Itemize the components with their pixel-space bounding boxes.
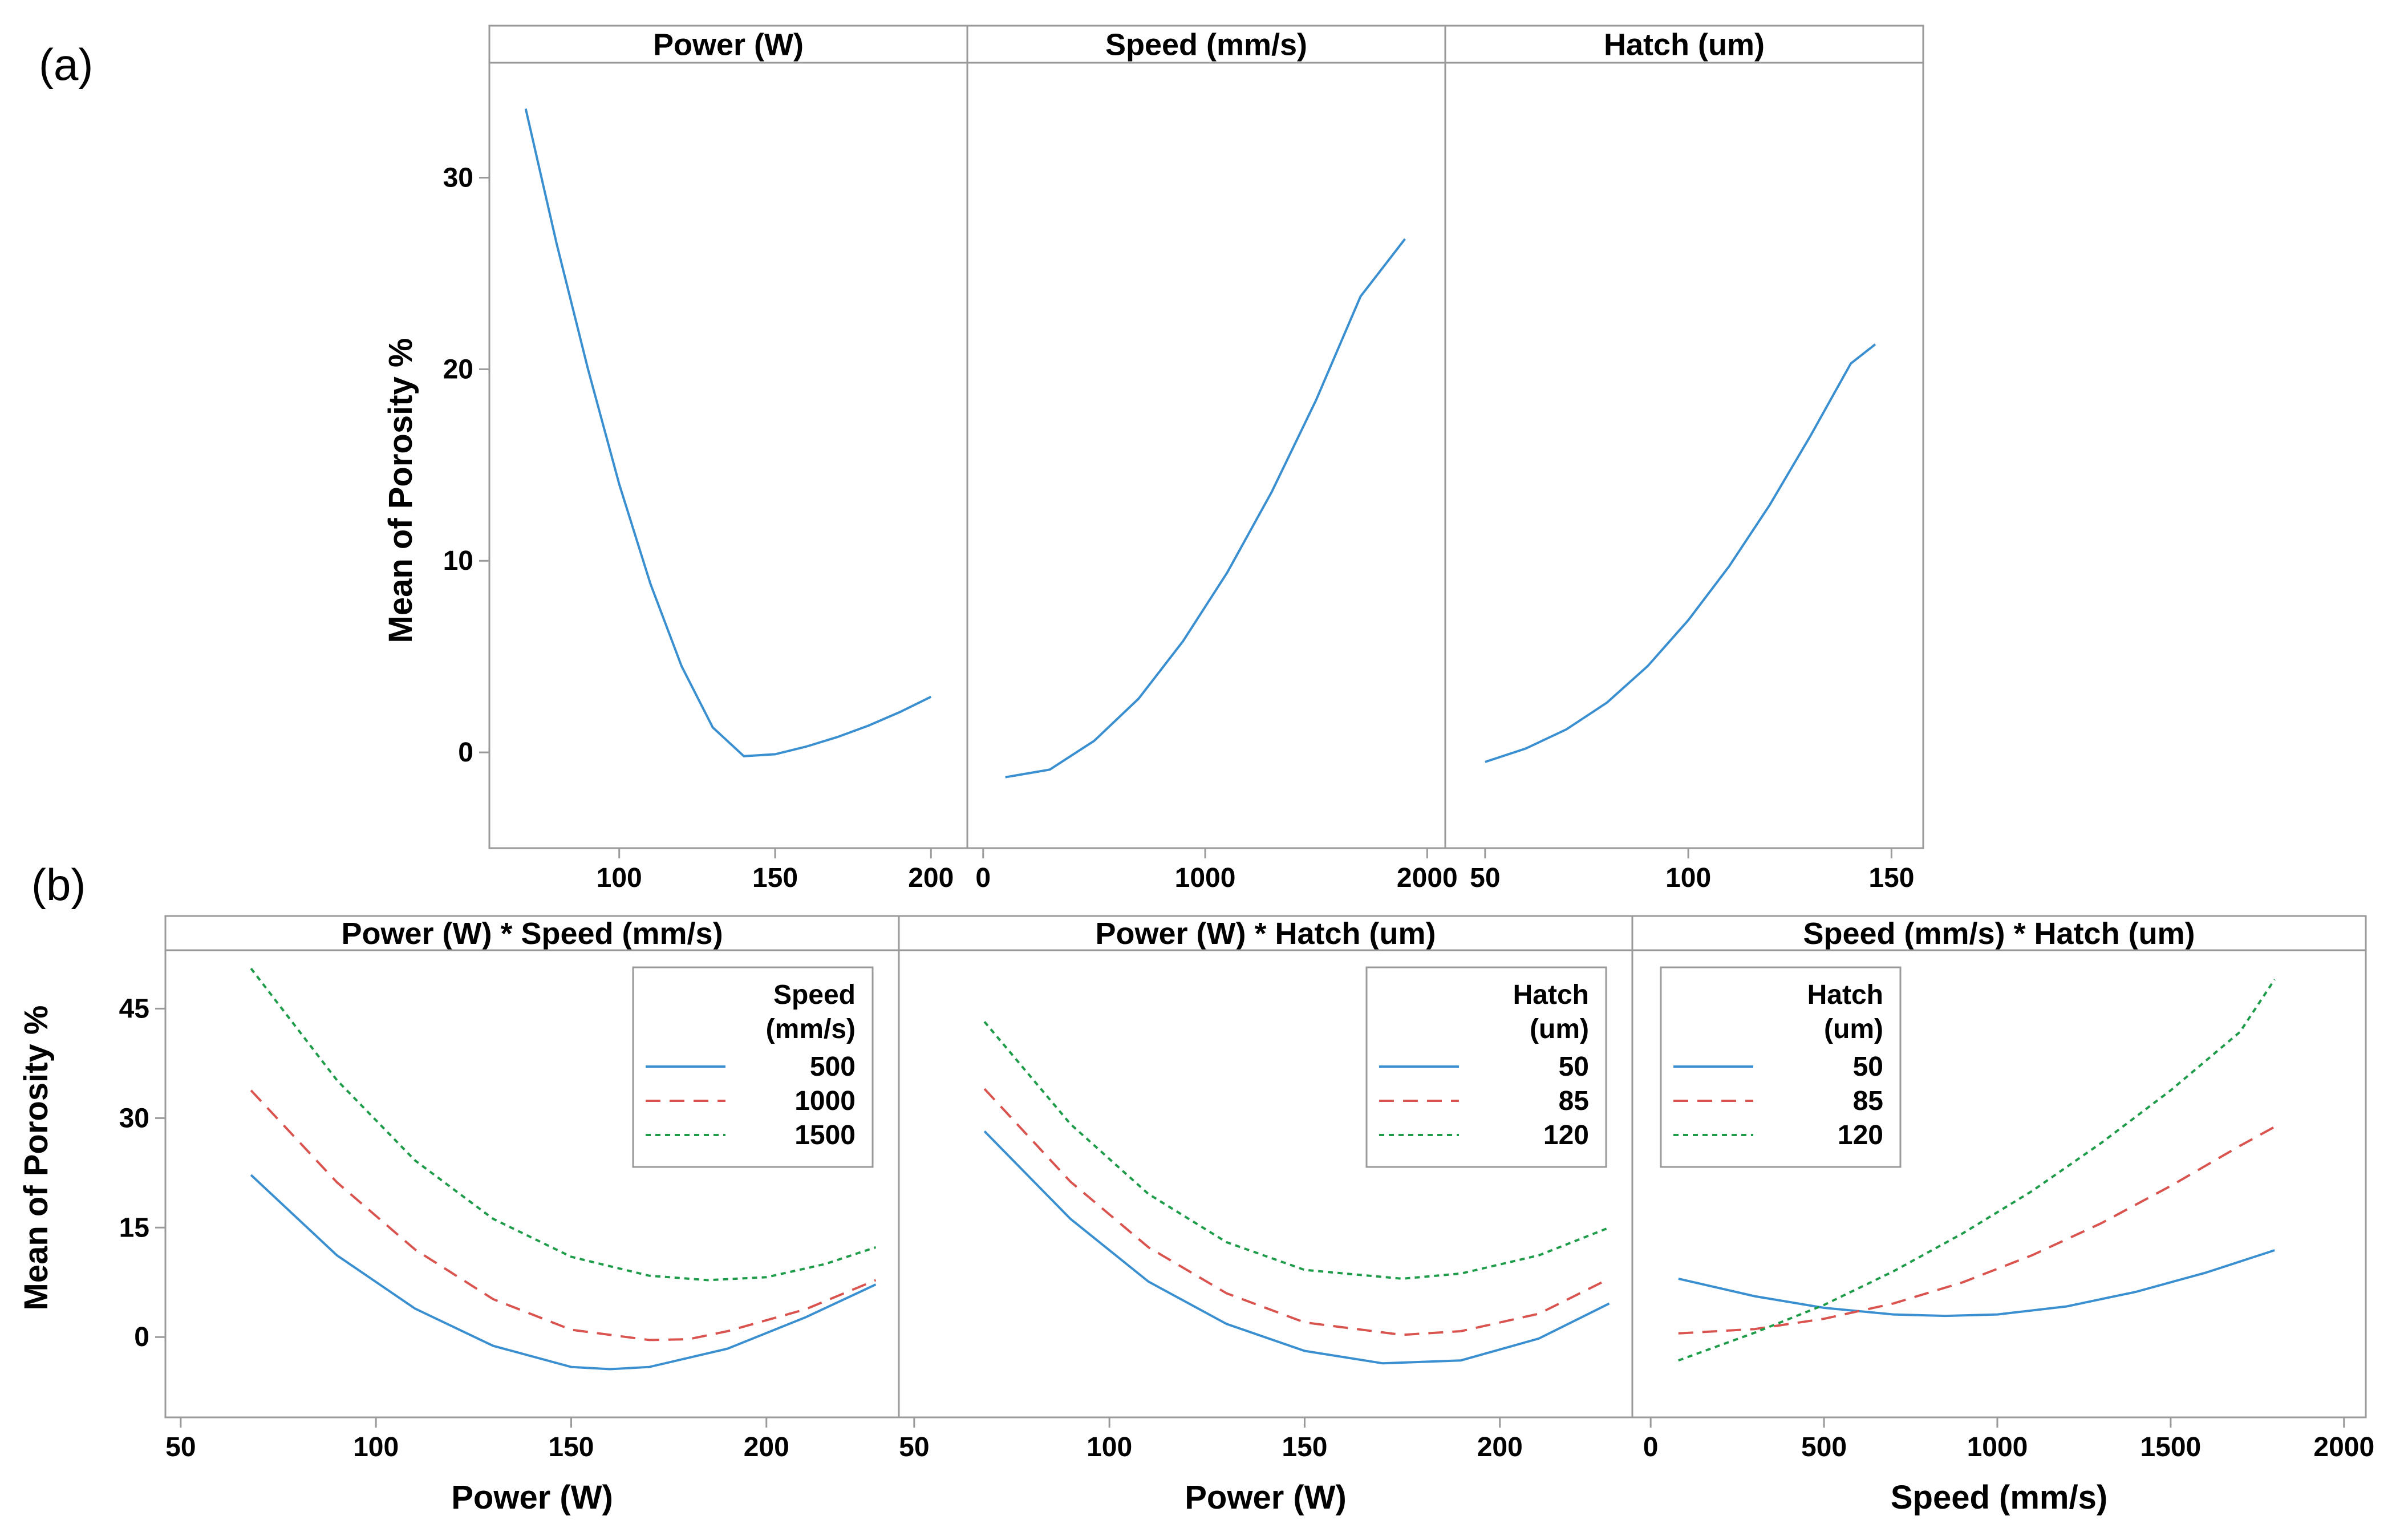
x-tick-label: 200 (744, 1432, 789, 1462)
series-line-main (524, 108, 932, 757)
x-tick-label: 150 (548, 1432, 594, 1462)
y-tick-label: 0 (134, 1322, 149, 1352)
panel-strip-label: Power (W) * Hatch (um) (1095, 917, 1436, 951)
y-tick-label: 0 (458, 737, 473, 768)
panel-a-label: (a) (39, 39, 93, 90)
series-line-main (1005, 238, 1406, 779)
y-tick-label: 45 (119, 994, 149, 1024)
x-tick-label: 150 (1868, 863, 1914, 893)
legend: Hatch (um) 50 85 120 (1660, 966, 1902, 1168)
legend-title: (um) (1530, 1014, 1589, 1044)
x-tick-label: 200 (908, 863, 954, 893)
legend-entry-label: 85 (1853, 1086, 1883, 1116)
panel-3: Speed (mm/s) * Hatch (um) 0 500 1000 1500 200… (1631, 915, 2374, 1516)
x-tick-label: 50 (165, 1432, 196, 1462)
panel-frame (966, 62, 1446, 849)
x-axis-label: Speed (mm/s) (1891, 1479, 2107, 1516)
legend-entry-label: 120 (1838, 1120, 1883, 1150)
y-tick-label: 10 (443, 546, 473, 576)
y-tick-label: 30 (119, 1103, 149, 1133)
panel-1: Power (W) * Speed (mm/s) 50 100 150 200 Power… (164, 915, 900, 1516)
panel-strip (898, 915, 1633, 951)
x-tick-label: 50 (1470, 863, 1500, 893)
panel-1: Power (W) 100 150 200 (488, 25, 968, 893)
series-line-1500 (250, 967, 877, 1282)
x-tick-label: 500 (1801, 1432, 1847, 1462)
series-line-85 (983, 1088, 1610, 1336)
x-tick-label: 150 (752, 863, 798, 893)
chart-main-effects: 0 10 20 30 Power (W) 100 150 200 Speed (mm/s) 0 10… (443, 25, 1924, 893)
panel-b-label: (b) (31, 860, 86, 910)
legend-title: (um) (1824, 1014, 1883, 1044)
x-tick-label: 1000 (1175, 863, 1236, 893)
x-tick-label: 100 (353, 1432, 399, 1462)
panel-strip-label: Power (W) * Speed (mm/s) (341, 917, 723, 951)
x-tick-label: 0 (1643, 1432, 1659, 1462)
panel-strip-label: Hatch (um) (1604, 28, 1765, 62)
panel-strip-label: Speed (mm/s) (1105, 28, 1307, 62)
x-axis-label: Power (W) (451, 1479, 613, 1516)
legend-entry-label: 120 (1543, 1120, 1589, 1150)
legend: Hatch (um) 50 85 120 (1365, 966, 1607, 1168)
series-line-50 (983, 1130, 1610, 1365)
x-tick-label: 100 (1087, 1432, 1132, 1462)
panel-strip (1631, 915, 2367, 951)
series-line-50 (1678, 1249, 2275, 1318)
x-tick-label: 100 (597, 863, 642, 893)
y-tick-label: 15 (119, 1213, 149, 1243)
series-line-120 (1678, 979, 2276, 1362)
legend-title: Hatch (1513, 980, 1589, 1010)
x-tick-label: 200 (1477, 1432, 1523, 1462)
x-tick-label: 150 (1282, 1432, 1327, 1462)
chart-interaction-effects: 0 15 30 45 Power (W) * Speed (mm/s) 50 100 150 2… (119, 915, 2374, 1516)
series-line-120 (983, 1021, 1610, 1280)
panel-2: Power (W) * Hatch (um) 50 100 150 200 Power (… (898, 915, 1633, 1516)
legend-entry-label: 500 (810, 1052, 856, 1082)
x-tick-label: 1000 (1967, 1432, 2028, 1462)
ylabel-a: Mean of Porosity % (382, 338, 419, 643)
ylabel-b: Mean of Porosity % (18, 1006, 55, 1311)
panel-strip (966, 25, 1446, 64)
x-axis-label: Power (W) (1185, 1479, 1347, 1516)
y-tick-label: 30 (443, 163, 473, 193)
x-tick-label: 0 (975, 863, 991, 893)
x-tick-label: 1500 (2140, 1432, 2201, 1462)
series-line-1000 (250, 1089, 877, 1341)
x-tick-label: 50 (899, 1432, 929, 1462)
legend: Speed (mm/s) 500 1000 1500 (632, 966, 874, 1168)
panel-frame (488, 62, 968, 849)
panel-2: Speed (mm/s) 0 1000 2000 (966, 25, 1458, 893)
panel-strip-label: Speed (mm/s) * Hatch (um) (1803, 917, 2195, 951)
panel-frame (1444, 62, 1924, 849)
series-line-85 (1678, 1125, 2276, 1335)
legend-title: Speed (773, 980, 856, 1010)
x-tick-label: 2000 (1397, 863, 1458, 893)
legend-entry-label: 50 (1853, 1052, 1883, 1082)
legend-entry-label: 85 (1559, 1086, 1589, 1116)
legend-entry-label: 1000 (794, 1086, 856, 1116)
panel-frame (1631, 949, 2367, 1418)
series-line-500 (250, 1174, 877, 1371)
panel-strip (488, 25, 968, 64)
legend-title: (mm/s) (766, 1014, 856, 1044)
panel-strip-label: Power (W) (653, 28, 804, 62)
x-tick-label: 100 (1665, 863, 1711, 893)
legend-entry-label: 1500 (794, 1120, 856, 1150)
y-tick-label: 20 (443, 354, 473, 384)
panel-3: Hatch (um) 50 100 150 (1444, 25, 1924, 893)
series-line-main (1485, 343, 1876, 763)
x-tick-label: 2000 (2313, 1432, 2374, 1462)
legend-entry-label: 50 (1559, 1052, 1589, 1082)
legend-title: Hatch (1807, 980, 1883, 1010)
